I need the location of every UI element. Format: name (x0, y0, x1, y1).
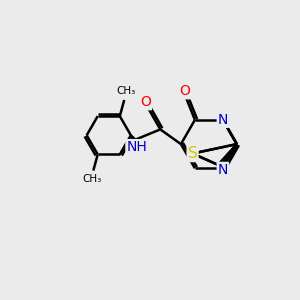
Text: N: N (218, 113, 228, 127)
Text: NH: NH (126, 140, 147, 154)
Text: O: O (179, 84, 190, 98)
Text: CH₃: CH₃ (116, 86, 135, 96)
Text: O: O (140, 95, 151, 109)
Text: N: N (218, 163, 228, 177)
Text: S: S (188, 146, 197, 161)
Text: CH₃: CH₃ (82, 174, 101, 184)
